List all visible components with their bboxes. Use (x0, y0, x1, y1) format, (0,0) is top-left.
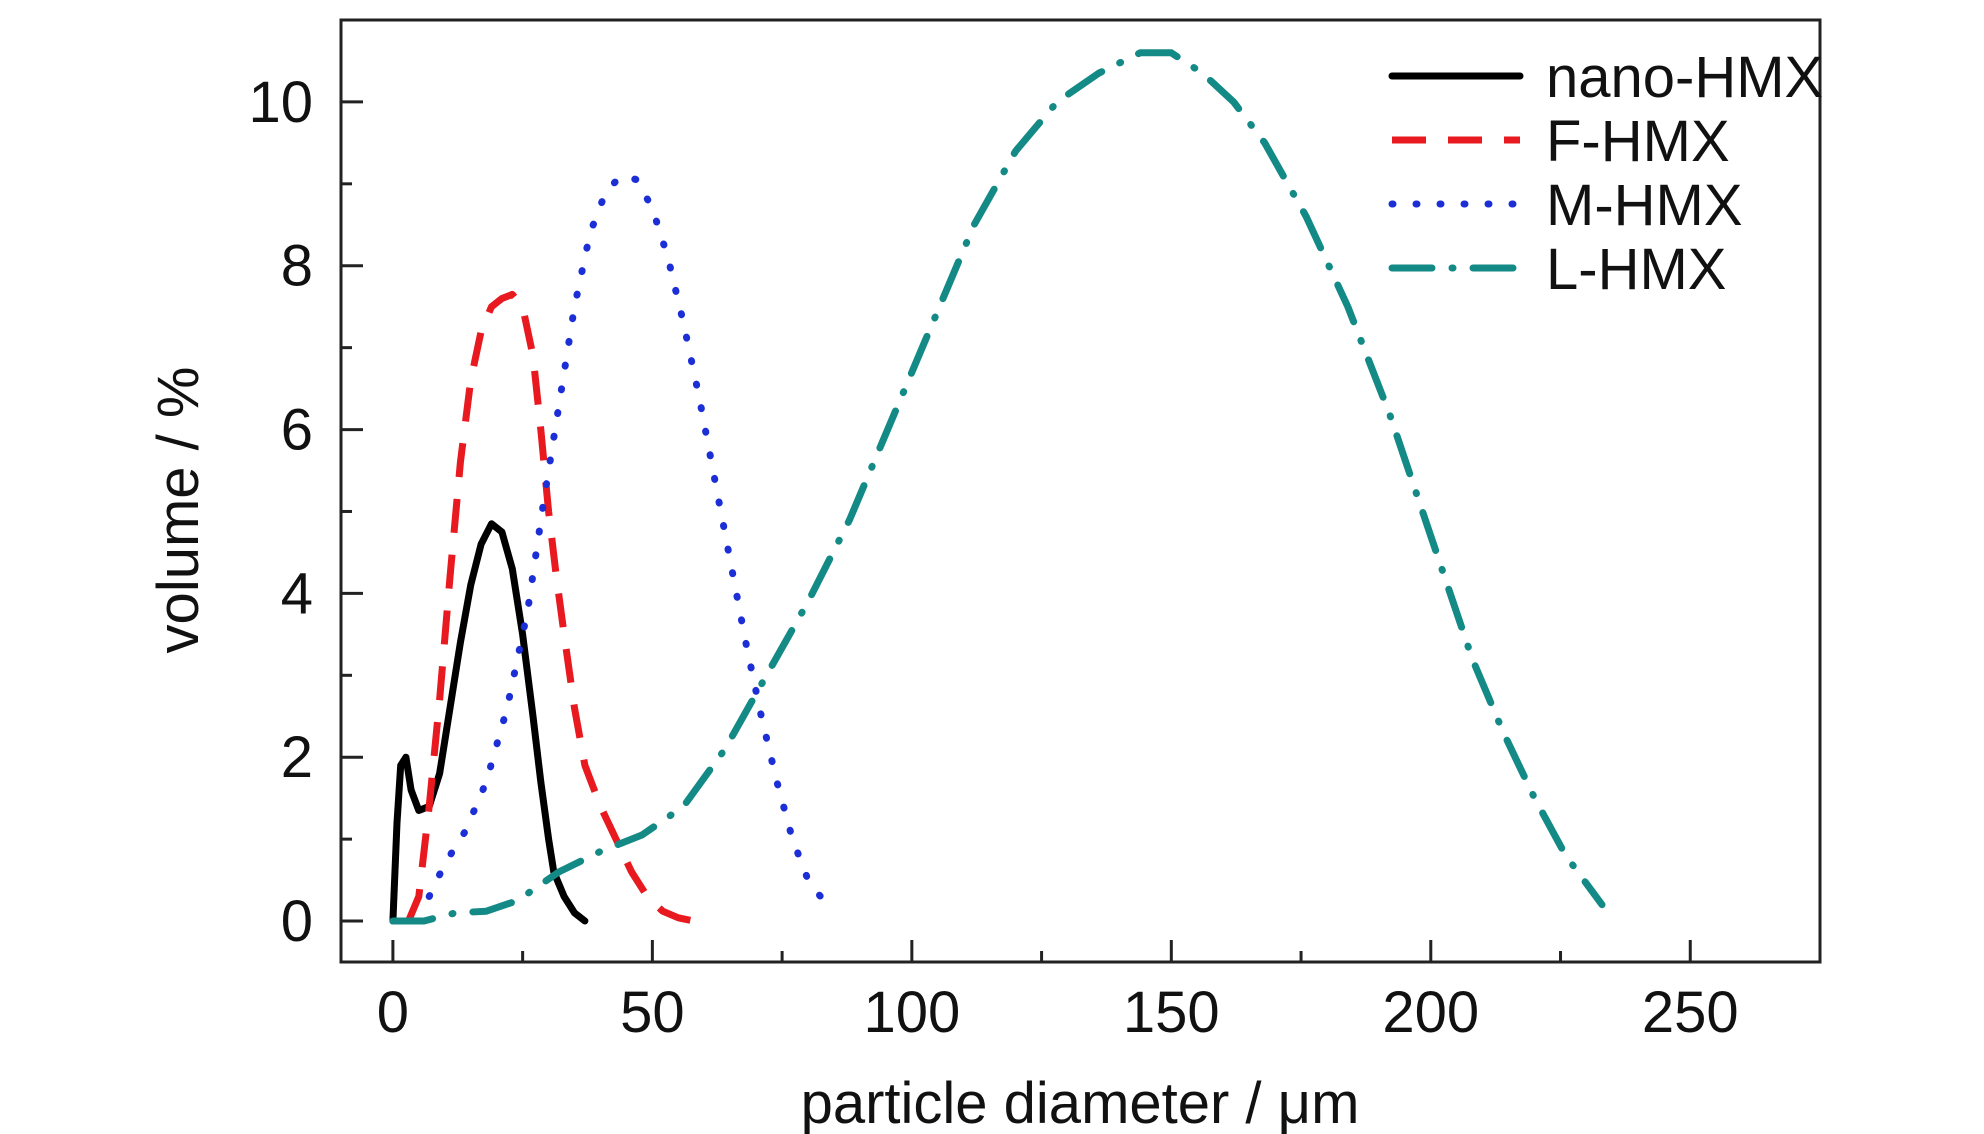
x-axis: 0 50 100 150 200 250 (377, 940, 1739, 1045)
y-tick-label: 0 (281, 889, 313, 954)
legend-label-f-hmx: F-HMX (1546, 109, 1730, 174)
series-line-l-hmx (389, 49, 1606, 925)
legend-label-m-hmx: M-HMX (1546, 173, 1743, 238)
y-tick-label: 6 (281, 398, 313, 463)
y-tick-label: 8 (281, 234, 313, 299)
series-line-f-hmx (405, 290, 695, 925)
legend-label-nano-hmx: nano-HMX (1546, 45, 1823, 110)
y-axis: 0 2 4 6 8 10 (248, 70, 363, 954)
series-line-nano-hmx (389, 520, 589, 925)
x-tick-label: 100 (863, 980, 960, 1045)
x-tick-label: 50 (620, 980, 685, 1045)
x-axis-label: particle diameter / μm (801, 1071, 1360, 1134)
plot-area (389, 49, 1606, 925)
y-tick-label: 4 (281, 561, 313, 626)
x-tick-label: 250 (1642, 980, 1739, 1045)
x-tick-label: 200 (1382, 980, 1479, 1045)
y-axis-label: volume / % (146, 367, 211, 654)
x-tick-label: 0 (377, 980, 409, 1045)
y-tick-label: 10 (248, 70, 313, 135)
x-tick-label: 150 (1123, 980, 1220, 1045)
series-line-m-hmx (425, 172, 828, 905)
plot-frame (339, 18, 1822, 964)
legend-label-l-hmx: L-HMX (1546, 237, 1726, 302)
y-tick-label: 2 (281, 725, 313, 790)
